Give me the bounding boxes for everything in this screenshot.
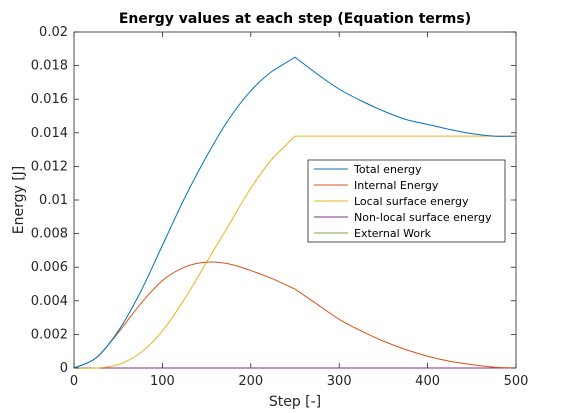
y-axis-label: Energy [J]: [11, 166, 27, 235]
x-tick-label: 200: [238, 374, 263, 389]
y-tick-label: 0.02: [39, 25, 68, 40]
y-tick-label: 0.006: [31, 260, 68, 275]
chart-title: Energy values at each step (Equation ter…: [119, 11, 471, 27]
x-axis-label: Step [-]: [269, 394, 321, 410]
y-tick-label: 0.01: [39, 193, 68, 208]
x-tick-label: 100: [150, 374, 175, 389]
series-line-local-surface-energy: [73, 135, 516, 369]
x-tick-label: 400: [415, 374, 440, 389]
series-line-internal-energy: [73, 261, 517, 369]
y-tick-label: 0.016: [31, 92, 68, 107]
legend-entry: Total energy: [353, 163, 422, 176]
y-tick-label: 0.014: [31, 126, 68, 141]
y-tick-label: 0.012: [31, 159, 68, 174]
legend-entry: Internal Energy: [354, 179, 439, 192]
y-tick-label: 0.004: [31, 294, 68, 309]
series-layer: [73, 56, 517, 369]
y-tick-label: 0.002: [31, 327, 68, 342]
x-tick-label: 300: [327, 374, 352, 389]
x-tick-label: 500: [504, 374, 529, 389]
y-tick-label: 0.008: [31, 227, 68, 242]
y-tick-label: 0.018: [31, 59, 68, 74]
legend-entry: External Work: [354, 227, 432, 240]
axis-ticks: 0 100 200 300 400 500 0 0.002 0.004 0.006 0.008 0.0…: [31, 25, 529, 389]
legend-entry: Local surface energy: [354, 195, 469, 208]
legend-entry: Non-local surface energy: [354, 211, 492, 224]
legend: Total energy Internal Energy Local surface…: [307, 159, 506, 243]
y-tick-label: 0: [60, 361, 68, 376]
x-tick-label: 0: [70, 374, 78, 389]
series-line-total-energy: [73, 56, 517, 369]
